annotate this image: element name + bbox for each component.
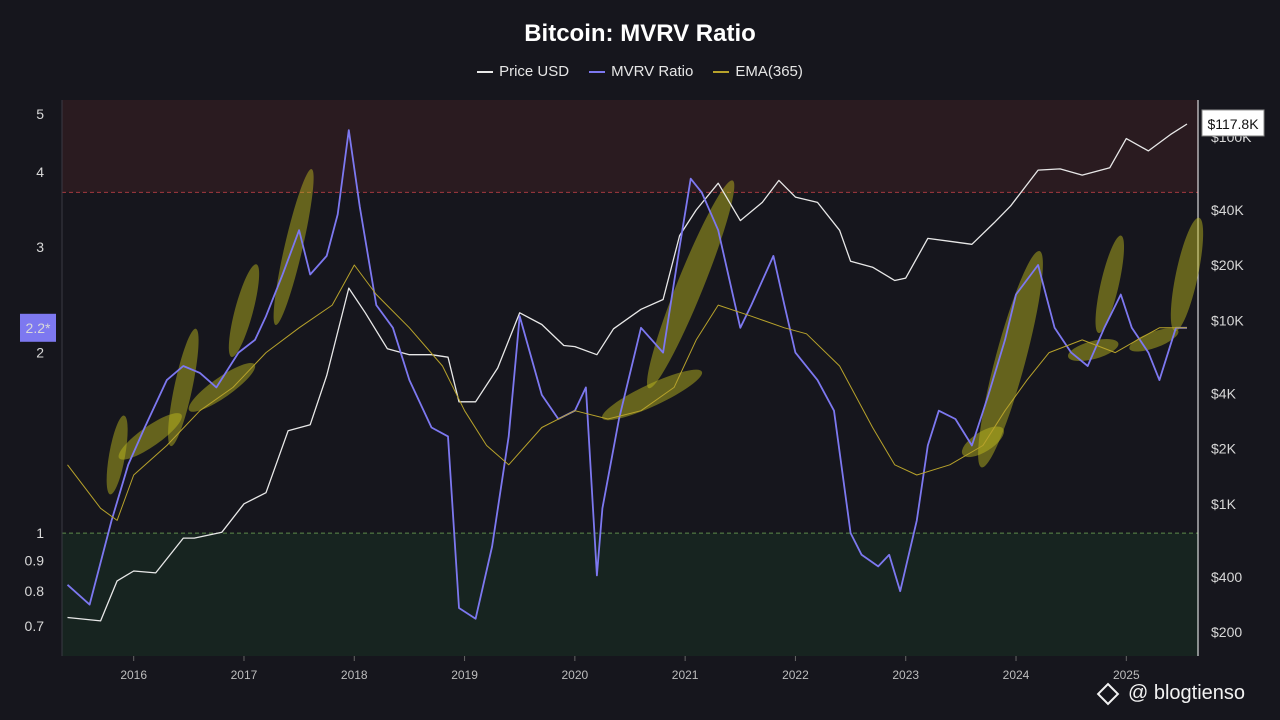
watermark: @ blogtienso: [1096, 682, 1246, 705]
legend-swatch-ema: [713, 70, 730, 73]
current-price-marker: [1201, 109, 1265, 137]
chart-title: Bitcoin: MVRV Ratio: [524, 20, 756, 47]
x-tick-label: 2018: [341, 668, 368, 682]
x-tick-label: 2019: [451, 668, 478, 682]
left-tick-label: 5: [36, 106, 44, 122]
right-tick-label: $2K: [1211, 441, 1237, 457]
legend-item-ema[interactable]: EMA(365): [713, 63, 803, 80]
overvalued-zone: [62, 100, 1198, 193]
highlight-ellipse-8: [647, 180, 735, 389]
x-tick-label: 2022: [782, 668, 809, 682]
right-tick-label: $200: [1211, 624, 1242, 640]
legend: Price USD MVRV Ratio EMA(365): [0, 63, 1280, 80]
series-line-mvrv-ratio: [66, 129, 1187, 620]
watermark-text: @ blogtienso: [1128, 682, 1246, 704]
right-tick-label: $10K: [1211, 312, 1244, 328]
x-tick-label: 2023: [892, 668, 919, 682]
highlight-ellipse-3: [168, 328, 199, 447]
series-line-price-usd: [67, 123, 1188, 622]
x-tick-label: 2025: [1113, 668, 1140, 682]
highlight-ellipse-4: [188, 363, 256, 412]
right-tick-label: $20K: [1211, 257, 1244, 273]
left-tick-label: 0.9: [25, 553, 45, 569]
legend-item-price[interactable]: Price USD: [477, 63, 569, 80]
undervalued-zone: [62, 533, 1198, 656]
legend-swatch-price: [477, 70, 494, 73]
left-tick-label: 0.8: [25, 583, 45, 599]
x-tick-label: 2021: [672, 668, 699, 682]
highlight-ellipse-12: [1095, 235, 1125, 334]
highlight-ellipse-10: [978, 250, 1043, 468]
highlight-ellipse-14: [1170, 217, 1204, 332]
highlight-ellipse-1: [106, 415, 128, 495]
current-mvrv-marker: [20, 313, 56, 342]
highlight-ellipse-13: [1129, 328, 1179, 352]
left-tick-label: 1: [36, 525, 44, 541]
series-line-ema-365-: [67, 264, 1187, 521]
left-tick-label: 3: [36, 239, 44, 255]
legend-swatch-mvrv: [589, 70, 606, 73]
highlight-ellipse-5: [228, 264, 260, 358]
binance-logo-icon: [1096, 682, 1120, 705]
x-tick-label: 2016: [120, 668, 147, 682]
current-mvrv-label: 2.2*: [26, 320, 51, 336]
x-tick-label: 2017: [231, 668, 258, 682]
right-tick-label: $4K: [1211, 385, 1237, 401]
highlight-ellipse-2: [118, 413, 182, 460]
highlight-ellipse-7: [601, 369, 703, 421]
left-tick-label: 4: [36, 164, 44, 180]
left-tick-label: 2: [36, 345, 44, 361]
left-tick-label: 0.7: [25, 618, 45, 634]
right-tick-label: $1K: [1211, 496, 1237, 512]
legend-label-ema: EMA(365): [735, 63, 803, 80]
x-tick-label: 2024: [1003, 668, 1030, 682]
right-tick-label: $400: [1211, 569, 1242, 585]
right-tick-label: $40K: [1211, 202, 1244, 218]
legend-item-mvrv[interactable]: MVRV Ratio: [589, 63, 693, 80]
current-price-label: $117.8K: [1207, 116, 1259, 132]
legend-label-price: Price USD: [499, 63, 570, 80]
x-tick-label: 2020: [562, 668, 589, 682]
legend-label-mvrv: MVRV Ratio: [611, 63, 694, 80]
highlight-ellipse-11: [1068, 339, 1119, 362]
highlight-ellipse-9: [961, 426, 1004, 458]
